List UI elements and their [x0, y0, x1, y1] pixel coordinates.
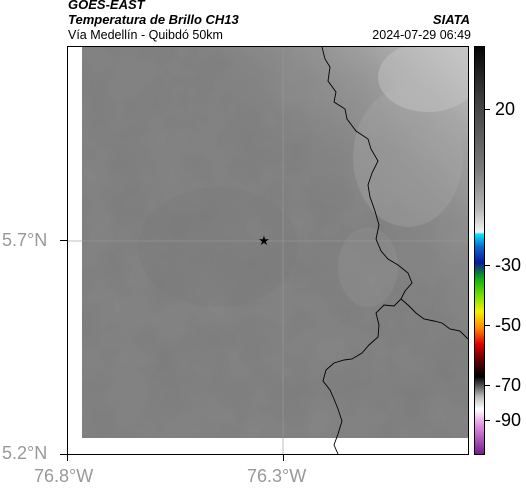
datetime-label: 2024-07-29 06:49 [372, 28, 471, 42]
y-tick-label: 5.2°N [2, 443, 48, 463]
colorbar [474, 46, 485, 455]
region-subtitle: Vía Medellín - Quibdó 50km [68, 28, 223, 42]
colorbar-tick-label: -50 [495, 315, 522, 335]
colorbar-tick-label: -90 [495, 410, 522, 430]
colorbar-tick-label: -30 [495, 255, 522, 275]
colorbar-tick-mark [485, 385, 490, 386]
star-icon[interactable]: ★ [258, 234, 270, 249]
colorbar-tick-mark [485, 420, 490, 421]
colorbar-tick-mark [485, 109, 490, 110]
brand-label: SIATA [432, 12, 470, 27]
colorbar-tick-mark [485, 265, 490, 266]
x-tick-label: 76.3°W [247, 466, 307, 486]
border-line [321, 47, 413, 454]
map-panel[interactable]: ★ [67, 46, 469, 455]
y-tick-label: 5.7°N [2, 230, 48, 250]
border-line-east [400, 298, 468, 340]
x-tick-mark [283, 455, 284, 461]
y-tick-mark [60, 454, 67, 455]
colorbar-tick-label: -70 [495, 375, 522, 395]
product-title: Temperatura de Brillo CH13 [68, 12, 239, 27]
colorbar-tick-mark [485, 325, 490, 326]
y-tick-mark [60, 240, 67, 241]
x-tick-mark [67, 455, 68, 461]
brightness-temperature-image: ★ [68, 47, 468, 454]
x-tick-label: 76.8°W [34, 466, 94, 486]
colorbar-tick-label: 20 [495, 99, 516, 119]
satellite-title: GOES-EAST [68, 0, 145, 12]
